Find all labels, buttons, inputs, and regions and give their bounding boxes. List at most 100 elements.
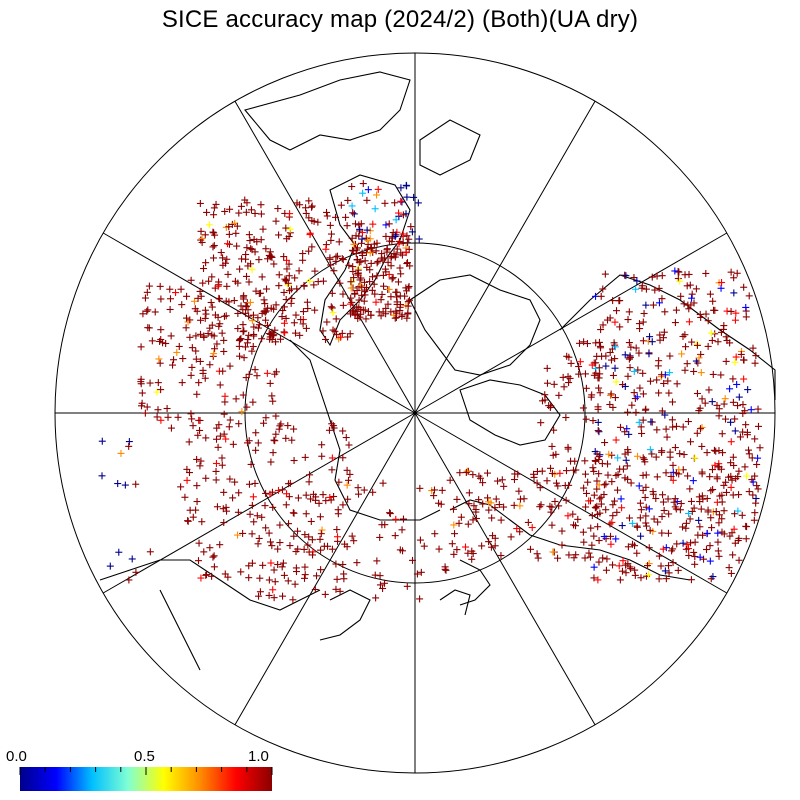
accuracy-marker	[279, 592, 287, 600]
accuracy-marker	[148, 337, 156, 345]
accuracy-marker	[286, 287, 294, 295]
accuracy-marker	[635, 320, 643, 328]
accuracy-marker	[337, 333, 345, 341]
accuracy-marker	[249, 398, 257, 406]
accuracy-marker	[369, 220, 377, 228]
accuracy-marker	[274, 486, 282, 494]
accuracy-marker	[608, 451, 616, 459]
accuracy-marker	[591, 457, 599, 465]
accuracy-marker	[575, 370, 583, 378]
accuracy-marker	[184, 517, 192, 525]
accuracy-marker	[169, 361, 177, 369]
accuracy-marker	[722, 478, 730, 486]
accuracy-marker	[163, 405, 171, 413]
meridian-line	[414, 412, 596, 726]
accuracy-marker	[727, 569, 735, 577]
accuracy-marker	[569, 510, 577, 518]
accuracy-marker	[653, 376, 661, 384]
accuracy-marker	[681, 366, 689, 374]
accuracy-marker	[472, 515, 480, 523]
accuracy-marker	[416, 536, 424, 544]
accuracy-marker	[373, 259, 381, 267]
accuracy-marker	[304, 541, 312, 549]
accuracy-marker	[662, 425, 670, 433]
accuracy-marker	[592, 504, 600, 512]
accuracy-marker	[646, 526, 654, 534]
accuracy-marker	[543, 379, 551, 387]
accuracy-marker	[639, 369, 647, 377]
accuracy-marker	[242, 374, 250, 382]
accuracy-marker	[720, 400, 728, 408]
accuracy-marker	[286, 542, 294, 550]
accuracy-marker	[736, 433, 744, 441]
accuracy-marker	[348, 532, 356, 540]
accuracy-marker	[715, 519, 723, 527]
accuracy-marker	[316, 513, 324, 521]
accuracy-marker	[202, 259, 210, 267]
accuracy-marker	[193, 482, 201, 490]
accuracy-marker	[239, 306, 247, 314]
accuracy-marker	[720, 530, 728, 538]
accuracy-marker	[283, 256, 291, 264]
accuracy-marker	[483, 469, 491, 477]
accuracy-marker	[274, 545, 282, 553]
accuracy-marker	[245, 480, 253, 488]
accuracy-marker	[201, 231, 209, 239]
accuracy-marker	[231, 478, 239, 486]
accuracy-marker	[751, 472, 759, 480]
accuracy-marker	[269, 397, 277, 405]
accuracy-marker	[457, 513, 465, 521]
accuracy-marker	[372, 594, 380, 602]
accuracy-marker	[595, 558, 603, 566]
accuracy-marker	[143, 403, 151, 411]
accuracy-marker	[222, 435, 230, 443]
accuracy-marker	[601, 270, 609, 278]
accuracy-marker	[668, 416, 676, 424]
accuracy-marker	[587, 393, 595, 401]
accuracy-marker	[671, 267, 679, 275]
accuracy-marker	[743, 472, 751, 480]
accuracy-marker	[634, 366, 642, 374]
accuracy-marker	[329, 309, 337, 317]
accuracy-marker	[348, 234, 356, 242]
accuracy-marker	[708, 524, 716, 532]
accuracy-marker	[153, 388, 161, 396]
polar-grid	[54, 52, 776, 774]
accuracy-marker	[735, 534, 743, 542]
accuracy-marker	[306, 471, 314, 479]
accuracy-marker	[246, 298, 254, 306]
accuracy-marker	[234, 325, 242, 333]
accuracy-marker	[526, 545, 534, 553]
accuracy-marker	[264, 321, 272, 329]
accuracy-marker	[192, 332, 200, 340]
accuracy-marker	[516, 528, 524, 536]
accuracy-marker	[652, 453, 660, 461]
accuracy-marker	[607, 540, 615, 548]
accuracy-marker	[616, 576, 624, 584]
accuracy-marker	[201, 306, 209, 314]
accuracy-marker	[402, 249, 410, 257]
accuracy-marker	[157, 326, 165, 334]
accuracy-marker	[240, 327, 248, 335]
accuracy-marker	[693, 341, 701, 349]
accuracy-marker	[416, 595, 424, 603]
accuracy-marker	[302, 510, 310, 518]
accuracy-marker	[717, 465, 725, 473]
accuracy-marker	[630, 389, 638, 397]
accuracy-marker	[595, 470, 603, 478]
accuracy-marker	[301, 571, 309, 579]
accuracy-marker	[628, 519, 636, 527]
accuracy-marker	[645, 571, 653, 579]
accuracy-marker	[633, 523, 641, 531]
accuracy-marker	[354, 484, 362, 492]
accuracy-marker	[393, 300, 401, 308]
accuracy-marker	[187, 371, 195, 379]
accuracy-marker	[255, 321, 263, 329]
accuracy-marker	[177, 285, 185, 293]
accuracy-marker	[369, 273, 377, 281]
accuracy-marker	[570, 554, 578, 562]
accuracy-marker	[262, 316, 270, 324]
accuracy-marker	[275, 271, 283, 279]
accuracy-marker	[277, 420, 285, 428]
accuracy-marker	[712, 508, 720, 516]
